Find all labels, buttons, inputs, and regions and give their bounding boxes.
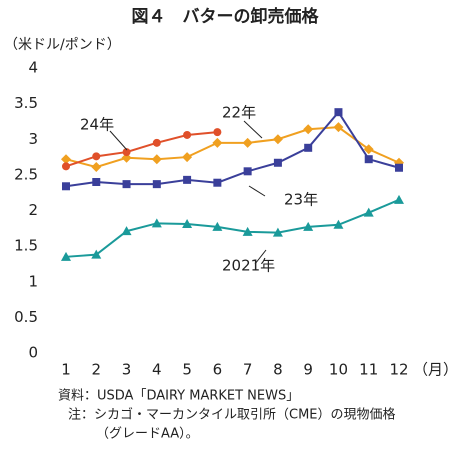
point <box>182 152 193 163</box>
y-tick-label: 1 <box>28 272 38 290</box>
point <box>363 207 374 217</box>
y-tick-label: 2.5 <box>14 165 38 183</box>
y-tick-label: 0 <box>28 344 38 362</box>
point <box>304 143 313 152</box>
point <box>213 178 222 187</box>
leader-line <box>109 130 128 151</box>
point <box>61 154 71 165</box>
point <box>151 154 162 165</box>
x-axis-label: （月） <box>413 361 450 379</box>
x-tick-label: 3 <box>122 361 132 379</box>
series-label: 2021年 <box>222 257 275 275</box>
point <box>213 128 222 137</box>
y-axis-label: （米ドル/ポンド） <box>4 37 121 53</box>
x-tick-label: 2 <box>91 361 101 379</box>
point <box>364 155 373 164</box>
point <box>183 175 192 184</box>
y-tick-label: 3.5 <box>14 94 38 112</box>
point <box>151 218 162 228</box>
series-label: 23年 <box>284 191 318 209</box>
series-line <box>65 131 218 168</box>
point <box>303 124 314 135</box>
leader-line <box>254 249 267 265</box>
point <box>61 251 71 261</box>
leader-line <box>243 120 263 139</box>
x-tick-label: 7 <box>243 361 253 379</box>
y-tick-label: 1.5 <box>14 237 38 255</box>
point <box>272 227 283 237</box>
x-tick-label: 10 <box>329 361 348 379</box>
point <box>91 162 102 173</box>
point <box>182 219 193 229</box>
y-tick-label: 2 <box>28 201 38 219</box>
point <box>363 144 374 155</box>
series-line <box>65 110 400 188</box>
point <box>303 221 314 231</box>
point <box>242 137 253 148</box>
x-tick-label: 6 <box>213 361 223 379</box>
point <box>212 221 223 231</box>
point <box>183 130 192 139</box>
y-tick-label: 4 <box>28 59 38 77</box>
x-tick-label: 5 <box>182 361 192 379</box>
chart-title: 図４ バターの卸売価格 <box>132 6 320 27</box>
point <box>62 162 70 171</box>
series-line <box>65 198 400 258</box>
point <box>242 226 253 236</box>
point <box>122 148 131 157</box>
note: 注：シカゴ・マーカンタイル取引所（CME）の現物価格 <box>68 407 396 423</box>
leader-line <box>248 185 266 197</box>
point <box>121 226 132 236</box>
series-label: 24年 <box>80 116 114 134</box>
note: （グレードAA）。 <box>96 427 199 442</box>
point <box>395 163 403 172</box>
point <box>91 249 102 259</box>
x-tick-label: 12 <box>389 361 408 379</box>
note: 資料：USDA「DAIRY MARKET NEWS」 <box>58 389 299 404</box>
point <box>333 219 344 229</box>
x-tick-label: 8 <box>273 361 283 379</box>
x-tick-label: 11 <box>359 361 378 379</box>
x-tick-label: 1 <box>61 361 71 379</box>
x-tick-label: 4 <box>152 361 162 379</box>
y-tick-label: 0.5 <box>14 308 38 326</box>
point <box>122 180 131 189</box>
point <box>394 194 404 204</box>
point <box>333 122 344 133</box>
point <box>273 158 282 167</box>
point <box>243 167 252 176</box>
point <box>62 182 70 191</box>
series-line <box>65 126 400 169</box>
point <box>121 152 132 163</box>
point <box>92 178 101 186</box>
point <box>152 138 161 147</box>
point <box>152 180 161 189</box>
point <box>272 134 283 145</box>
series-label: 22年 <box>222 104 256 122</box>
point <box>334 108 343 117</box>
y-tick-label: 3 <box>28 130 38 148</box>
point <box>212 137 223 148</box>
point <box>92 152 101 161</box>
x-tick-label: 9 <box>303 361 313 379</box>
